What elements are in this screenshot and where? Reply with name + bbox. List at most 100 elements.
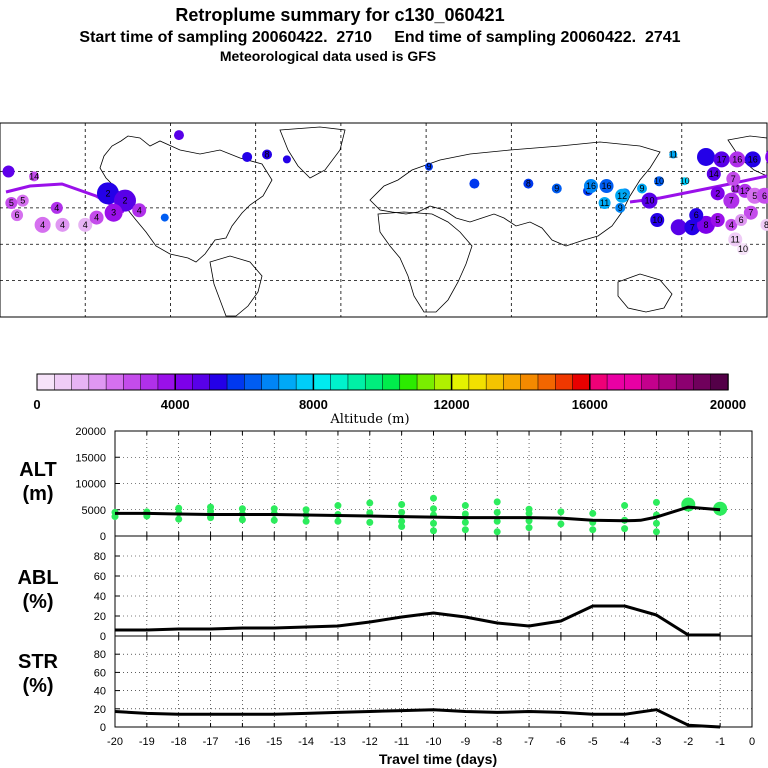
panel-ytick-label: 60	[94, 667, 106, 679]
colorbar-tick-label: 0	[33, 397, 40, 412]
map-marker-label: 8	[526, 179, 531, 189]
map-marker	[89, 210, 104, 225]
map-marker-label: 6	[15, 210, 20, 220]
panel-ytick-label: 0	[100, 631, 106, 643]
map-marker-label: 5	[715, 215, 720, 225]
colorbar-cell	[364, 373, 384, 391]
colorbar-tick-label: 4000	[161, 397, 190, 412]
x-tick-label: -13	[330, 736, 346, 748]
colorbar-cell	[675, 373, 695, 391]
map-marker-label: 10	[654, 176, 664, 186]
map-marker	[710, 186, 725, 201]
x-tick-label: -18	[171, 736, 187, 748]
map-marker-label: 16	[732, 154, 742, 164]
x-tick-label: -10	[426, 736, 442, 748]
x-tick-label: -3	[652, 736, 662, 748]
colorbar-cell	[192, 373, 211, 391]
map-marker	[551, 183, 562, 194]
alt-scatter-point	[652, 528, 660, 536]
map-marker-label: 10	[652, 215, 662, 225]
map-marker	[160, 213, 169, 222]
map-marker	[615, 188, 630, 203]
x-tick-label: -4	[620, 736, 630, 748]
map-marker	[34, 216, 51, 233]
map-marker	[684, 219, 701, 236]
panel-ytick-label: 20	[94, 611, 106, 623]
map-marker-label: 4	[40, 220, 45, 230]
alt-scatter-point	[430, 519, 437, 527]
colorbar-cell	[36, 373, 56, 391]
x-tick-label: -17	[203, 736, 219, 748]
alt-scatter-point	[270, 516, 278, 524]
alt-scatter-point	[238, 505, 246, 513]
colorbar-tick-label: 16000	[572, 397, 608, 412]
map-marker	[262, 149, 273, 160]
alt-scatter-point	[525, 505, 533, 513]
panel-ytick-label: 15000	[75, 452, 106, 464]
map-marker-label: 16	[748, 154, 758, 164]
alt-scatter-point	[207, 503, 215, 511]
colorbar-cell	[123, 373, 142, 391]
map-marker	[615, 202, 626, 213]
map-marker	[765, 150, 768, 164]
map-marker-label: 4	[54, 203, 59, 213]
alt-scatter-point	[366, 518, 374, 526]
map-marker-label: 4	[83, 220, 88, 230]
colorbar-cell	[572, 373, 591, 391]
alt-scatter-point	[398, 508, 406, 516]
abl-series-line	[115, 604, 721, 637]
map-marker-label: 4	[137, 205, 142, 215]
alt-scatter-point	[302, 506, 310, 514]
x-tick-label: -14	[298, 736, 314, 748]
x-tick-label: -16	[234, 736, 250, 748]
alt-scatter-point	[398, 517, 406, 525]
coast-south-america	[209, 255, 263, 317]
map-marker-label: 14	[29, 171, 39, 181]
map-marker-label: 3	[111, 208, 116, 218]
alt-scatter-point	[461, 510, 469, 518]
map-marker	[697, 147, 715, 166]
map-marker	[424, 162, 433, 171]
alt-series-line	[115, 505, 721, 523]
map-marker	[2, 165, 15, 178]
map-marker	[743, 205, 758, 220]
alt-scatter-point	[175, 515, 183, 523]
colorbar-cell	[174, 373, 194, 391]
panel-ytick-label: 0	[100, 531, 106, 543]
map-marker-label: 5	[9, 198, 14, 208]
map-marker	[735, 214, 748, 226]
map-marker-label: 4	[729, 220, 734, 230]
colorbar-cell	[503, 373, 522, 391]
map-marker	[669, 150, 678, 159]
colorbar-cell	[382, 373, 401, 391]
panel-ytick-label: 80	[94, 649, 106, 661]
map-marker-label: 13	[740, 186, 750, 196]
map-marker-label: 11	[600, 198, 609, 208]
colorbar-cell	[261, 373, 280, 391]
x-tick-label: -12	[362, 736, 378, 748]
map-marker	[689, 208, 704, 223]
map-marker	[670, 219, 687, 236]
colorbar-cell	[434, 373, 453, 391]
alt-scatter-point	[557, 520, 565, 528]
map-marker	[50, 201, 63, 214]
x-tick-label: -19	[139, 736, 155, 748]
map-marker	[737, 243, 750, 256]
map-marker	[760, 218, 768, 231]
map-marker	[723, 192, 740, 209]
colorbar-cell	[88, 373, 107, 391]
map-marker	[756, 187, 768, 204]
map-marker	[523, 178, 534, 189]
coast-australia	[617, 273, 673, 313]
panel-ytick-label: 60	[94, 571, 106, 583]
colorbar-cell	[244, 373, 263, 391]
colorbar-cells	[36, 373, 729, 391]
alt-scatter-point	[430, 494, 437, 502]
sampling-time: Start time of sampling 20060422. 2710 En…	[79, 29, 680, 46]
map-marker	[729, 151, 746, 168]
x-axis-tick-labels: -20 -19 -18 -17 -16 -15 -14 -13 -12 -11 -10 -9 -8 -7-…	[107, 736, 755, 748]
alt-scatter-point	[334, 517, 342, 525]
colorbar-cell	[710, 373, 729, 391]
map-marker	[5, 197, 18, 210]
